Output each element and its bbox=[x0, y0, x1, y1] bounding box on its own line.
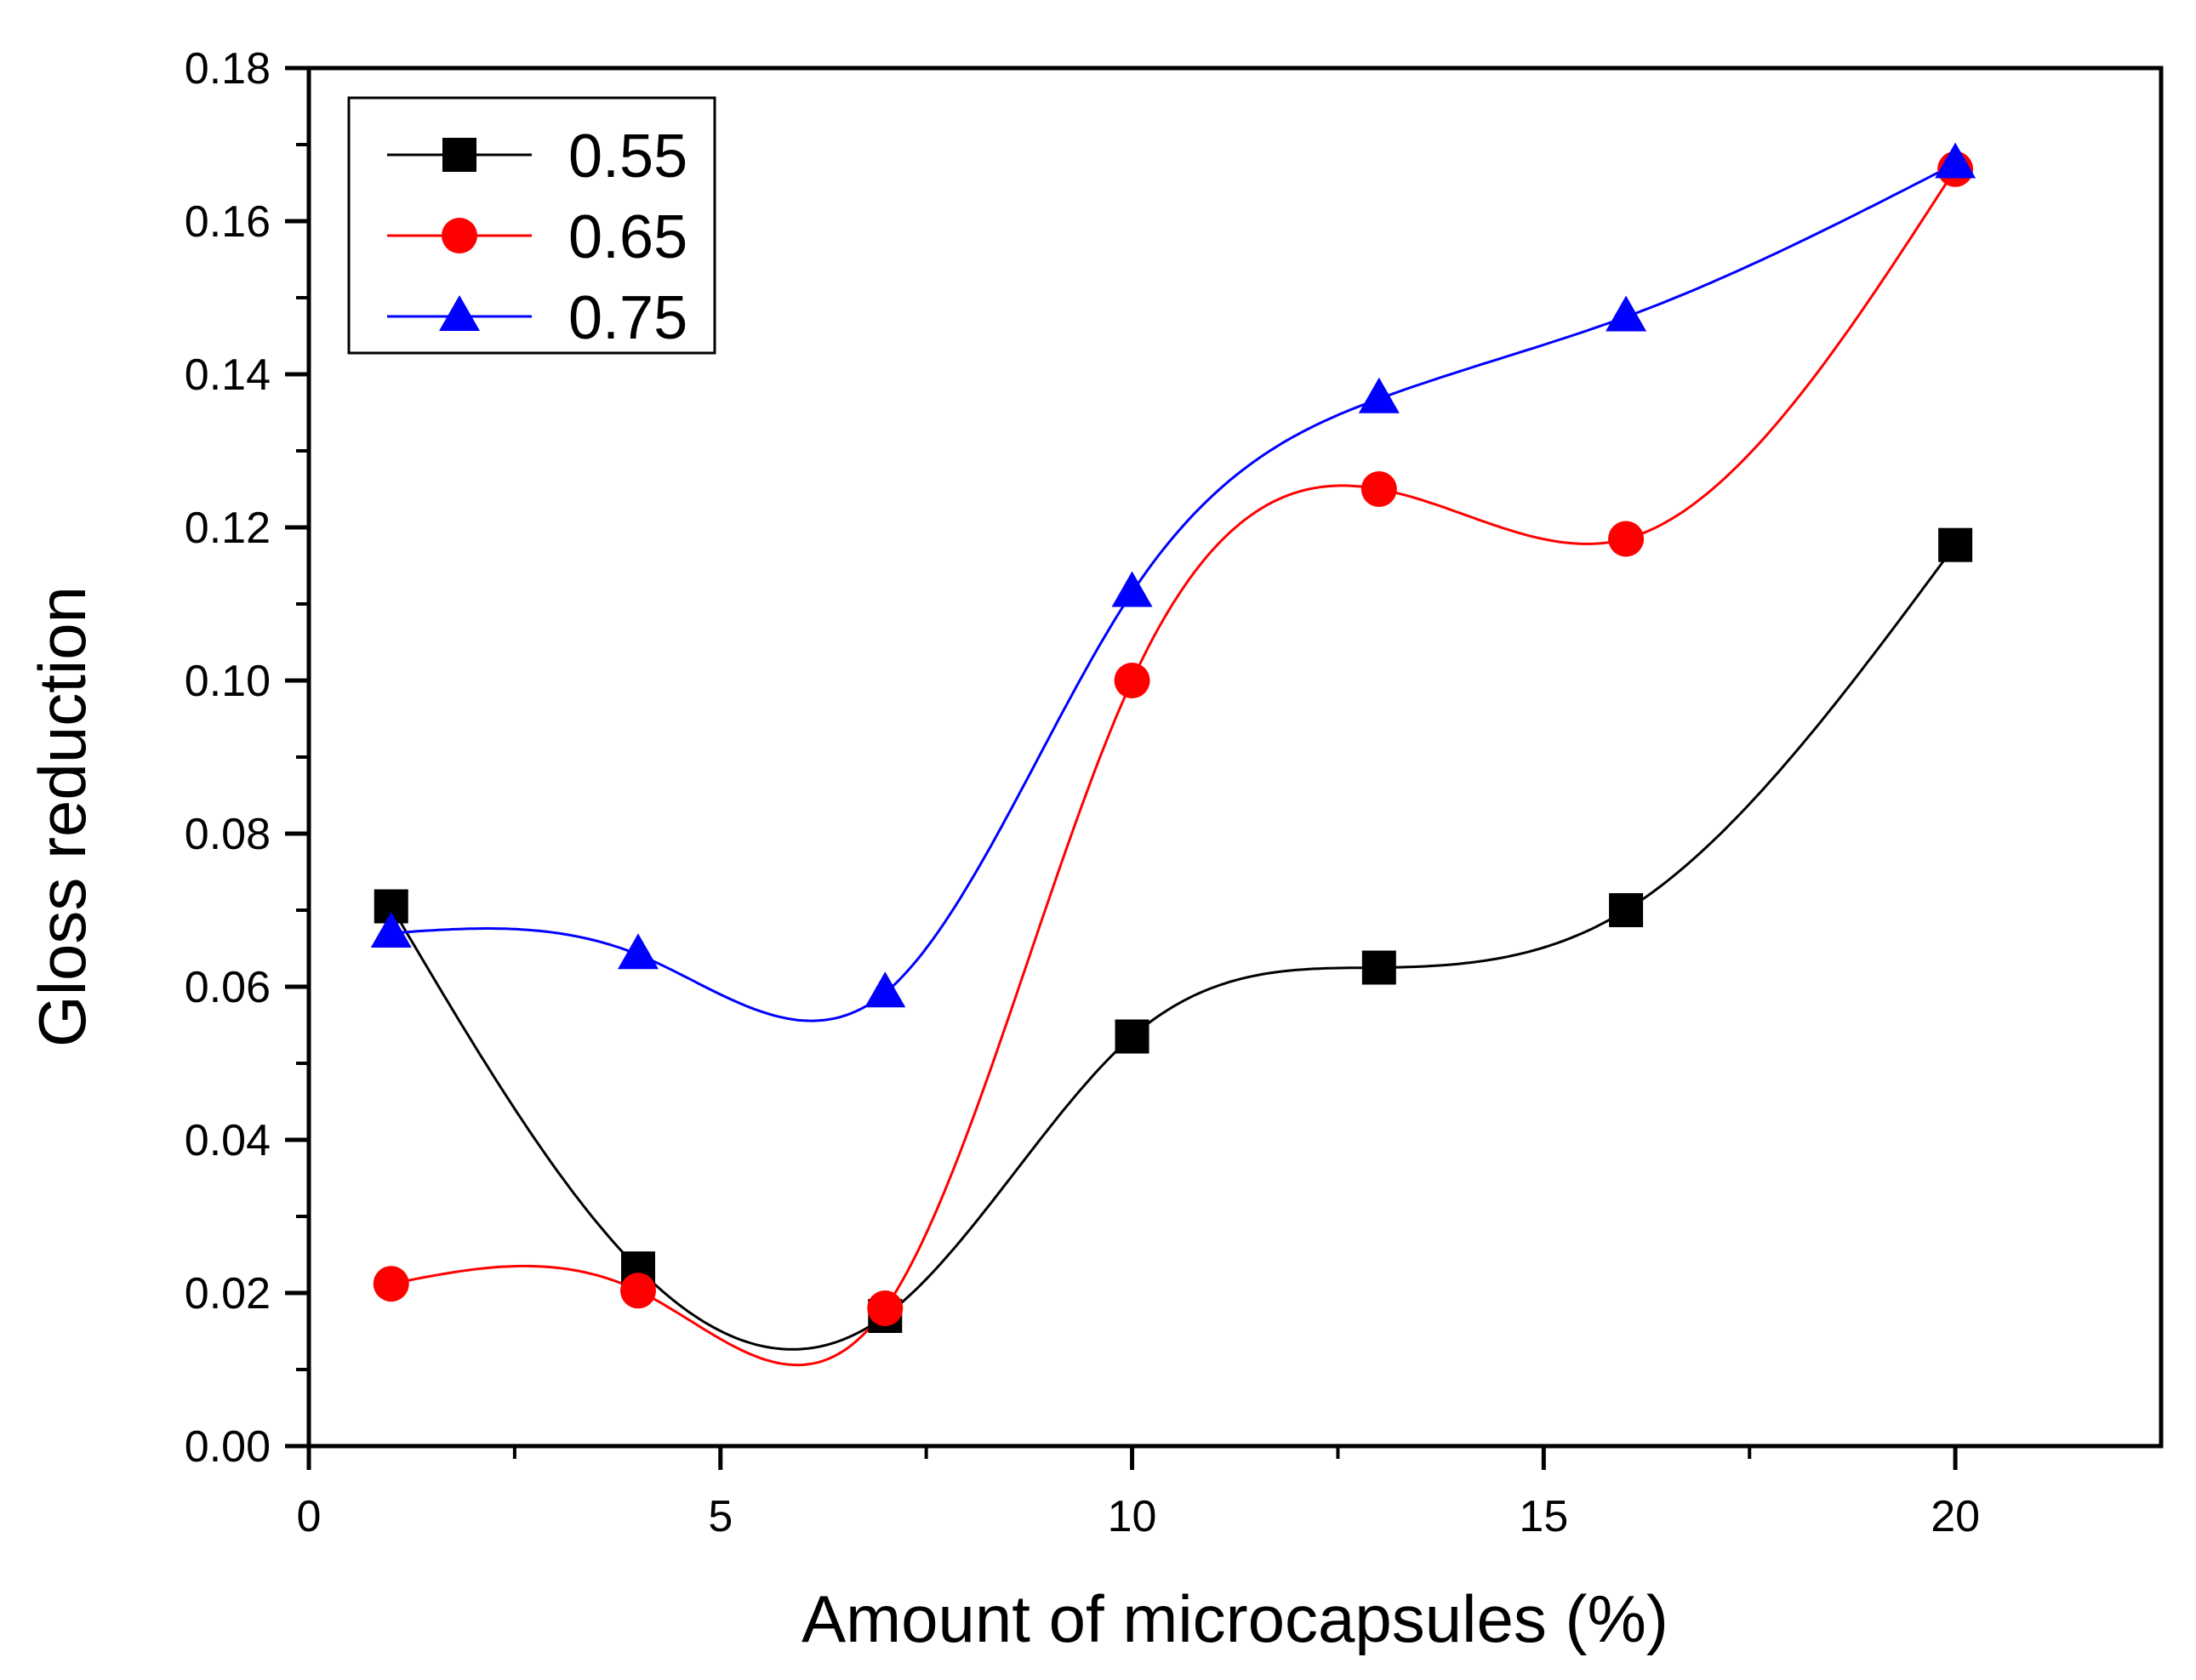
legend-label-0.65: 0.65 bbox=[568, 203, 687, 271]
legend-marker-0.65 bbox=[442, 218, 477, 253]
x-tick-label: 15 bbox=[1519, 1492, 1568, 1541]
data-point-0.55 bbox=[1361, 950, 1396, 985]
legend-marker-0.75 bbox=[439, 295, 480, 331]
y-axis: 0.00 0.02 0.04 0.06 0.08 0.10 0.12 0.14 0.16 0.18 bbox=[185, 44, 309, 1472]
data-point-0.65 bbox=[1360, 471, 1397, 507]
y-tick-label: 0.10 bbox=[185, 657, 271, 706]
data-point-0.65 bbox=[1608, 521, 1645, 557]
data-point-0.55 bbox=[1115, 1019, 1149, 1054]
x-tick-label: 0 bbox=[297, 1492, 322, 1541]
data-point-0.75 bbox=[618, 933, 659, 970]
legend-box bbox=[347, 96, 716, 355]
legend-label-0.75: 0.75 bbox=[568, 284, 687, 352]
y-tick-label: 0.04 bbox=[185, 1116, 271, 1165]
y-tick-label: 0.12 bbox=[185, 504, 271, 553]
data-point-0.55 bbox=[1938, 527, 1973, 562]
legend-marker-0.55 bbox=[442, 138, 476, 172]
series-markers bbox=[370, 142, 1976, 1333]
x-axis: 0 5 10 15 20 bbox=[297, 1446, 1980, 1541]
data-point-0.75 bbox=[1606, 295, 1647, 332]
data-point-0.75 bbox=[1111, 571, 1153, 607]
y-tick-label: 0.18 bbox=[185, 44, 271, 94]
y-tick-label: 0.08 bbox=[185, 810, 271, 859]
data-point-0.65 bbox=[867, 1290, 904, 1326]
data-point-0.75 bbox=[1358, 377, 1400, 413]
legend: 0.55 0.65 0.75 bbox=[347, 96, 716, 355]
data-point-0.55 bbox=[1609, 893, 1644, 927]
series-line-0.55 bbox=[390, 544, 1957, 1351]
data-point-0.65 bbox=[1114, 663, 1150, 698]
data-point-0.65 bbox=[373, 1266, 409, 1302]
x-tick-label: 10 bbox=[1108, 1492, 1157, 1541]
y-tick-label: 0.16 bbox=[185, 197, 271, 247]
x-axis-title: Amount of microcapsules (%) bbox=[801, 1581, 1668, 1656]
data-point-0.75 bbox=[864, 971, 906, 1008]
data-point-0.75 bbox=[370, 912, 412, 948]
y-tick-label: 0.00 bbox=[185, 1422, 271, 1472]
y-tick-label: 0.06 bbox=[185, 963, 271, 1012]
x-tick-label: 5 bbox=[708, 1492, 733, 1541]
data-point-0.65 bbox=[620, 1273, 657, 1309]
y-tick-label: 0.14 bbox=[185, 350, 271, 400]
y-axis-title: Gloss reduction bbox=[25, 586, 100, 1047]
x-tick-label: 20 bbox=[1931, 1492, 1980, 1541]
data-point-0.75 bbox=[1935, 142, 1976, 179]
y-tick-label: 0.02 bbox=[185, 1269, 271, 1318]
legend-label-0.55: 0.55 bbox=[568, 122, 687, 191]
